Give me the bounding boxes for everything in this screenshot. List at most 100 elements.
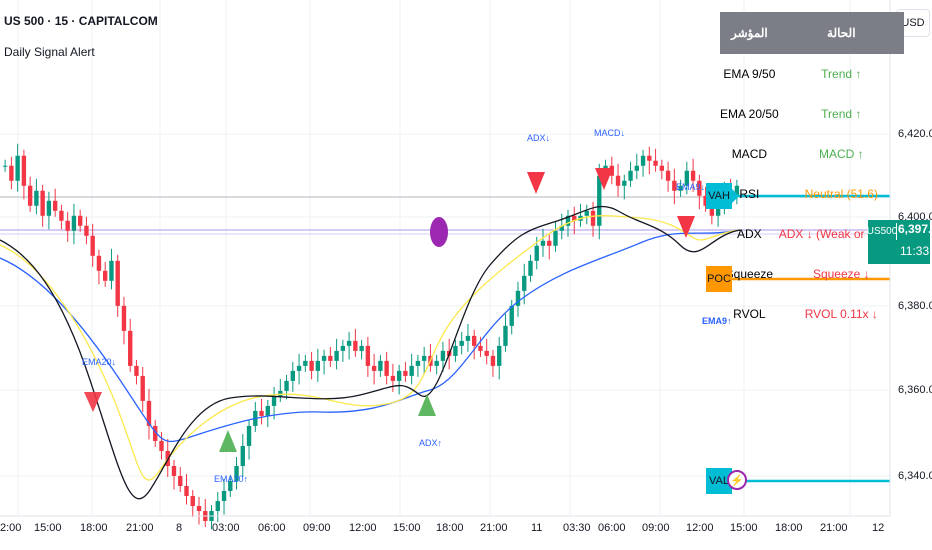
indicator-status-cell: Squeeze ↓ (812, 267, 870, 281)
time-tick: 06:00 (258, 522, 286, 534)
candle-body (215, 500, 220, 511)
buy-signal-triangle (418, 394, 436, 416)
ema-20-line (0, 215, 741, 481)
candle-body (27, 185, 33, 206)
candles-layer (2, 143, 740, 530)
candle-body (540, 240, 546, 246)
time-tick: 18:00 (436, 522, 464, 534)
price-tick: 6,380.0 (898, 300, 932, 312)
candle-body (303, 360, 308, 366)
poc-label[interactable]: POC (706, 266, 732, 292)
candle-body (465, 335, 471, 341)
candle-body (115, 260, 120, 306)
candle-body (328, 355, 333, 361)
price-tick: 6,360.0 (898, 384, 932, 396)
candle-body (146, 400, 152, 426)
ema-50-line (0, 229, 741, 443)
indicator-status-cell: MACD ↑ (818, 147, 864, 161)
candle-body (503, 325, 508, 346)
ema20-up-label: EMA20↑ (214, 474, 249, 484)
candle-body (434, 360, 439, 366)
table-row: EMA 20/50 Trend ↑ (720, 94, 904, 134)
candle-body (321, 355, 327, 361)
candle-body (34, 190, 39, 206)
candle-body (378, 360, 383, 371)
candle-body (559, 225, 564, 231)
candle-body (384, 360, 389, 376)
indicator-name[interactable]: Daily Signal Alert (4, 45, 95, 59)
time-tick: 12:00 (349, 522, 377, 534)
candle-body (415, 360, 421, 366)
candle-body (109, 260, 114, 281)
indicator-status-cell: Trend ↑ (821, 67, 862, 81)
candle-body (690, 170, 696, 181)
candle-body (547, 240, 552, 246)
candle-body (228, 480, 233, 491)
time-tick: 09:00 (642, 522, 670, 534)
indicator-status-cell: Trend ↑ (821, 107, 862, 121)
current-price-tag[interactable]: US500 6,397.2 11:33 (867, 220, 932, 264)
candle-body (15, 155, 20, 181)
sell-signal-triangle (677, 216, 695, 238)
candle-body (403, 370, 408, 376)
time-tick: 03:30 (563, 522, 591, 534)
candle-body (640, 155, 646, 166)
candle-body (21, 155, 27, 186)
grid (0, 0, 890, 516)
candle-body (159, 440, 164, 451)
time-tick: 15:00 (730, 522, 758, 534)
time-tick: 12:00 (686, 522, 714, 534)
candle-body (353, 340, 358, 351)
candle-body (190, 495, 195, 506)
candle-body (9, 165, 14, 181)
candle-body (421, 355, 427, 361)
candle-body (478, 345, 483, 351)
time-tick: 21:00 (126, 522, 154, 534)
candle-body (346, 340, 352, 346)
price-tick: 6,420.0 (898, 128, 932, 140)
candle-body (77, 215, 83, 226)
adx-up-label: ADX↑ (419, 438, 443, 448)
candle-body (497, 345, 502, 366)
candle-body (665, 170, 671, 181)
candle-body (296, 365, 302, 371)
candle-body (284, 380, 289, 391)
candle-body (140, 375, 145, 401)
candle-body (672, 180, 677, 191)
table-row: Squeeze Squeeze ↓ (720, 254, 904, 294)
candle-body (246, 425, 252, 446)
vah-label[interactable]: VAH (706, 183, 732, 209)
candle-body (178, 475, 183, 486)
candle-body (472, 335, 477, 346)
time-tick: 15:00 (393, 522, 421, 534)
time-tick: 09:00 (303, 522, 331, 534)
candle-body (459, 340, 464, 346)
lightning-icon[interactable]: ⚡ (727, 470, 747, 490)
candle-body (234, 465, 239, 481)
candle-body (240, 445, 245, 466)
sell-signal-triangle (527, 172, 545, 194)
candle-body (572, 215, 577, 221)
candle-body (71, 215, 77, 231)
candle-body (96, 255, 102, 271)
candle-body (597, 175, 602, 226)
indicator-name-cell: ADX (737, 227, 762, 241)
time-tick: 11 (531, 522, 543, 534)
candle-body (396, 370, 402, 381)
candle-body (196, 505, 202, 511)
candle-body (265, 405, 270, 416)
candle-body (565, 215, 571, 226)
indicator-name-cell: EMA 9/50 (723, 67, 776, 81)
indicator-status-cell: Neutral (51.6) (804, 187, 878, 201)
time-tick: 06:00 (598, 522, 626, 534)
candle-body (390, 375, 396, 381)
indicator-name-cell: MACD (731, 147, 768, 161)
symbol-title[interactable]: US 500 · 15 · CAPITALCOM (4, 14, 158, 28)
candle-body (359, 345, 364, 351)
indicator-name-cell: EMA 20/50 (720, 107, 779, 121)
candle-body (103, 270, 108, 281)
candle-body (590, 210, 596, 226)
candle-body (653, 160, 658, 166)
candle-body (528, 260, 533, 276)
